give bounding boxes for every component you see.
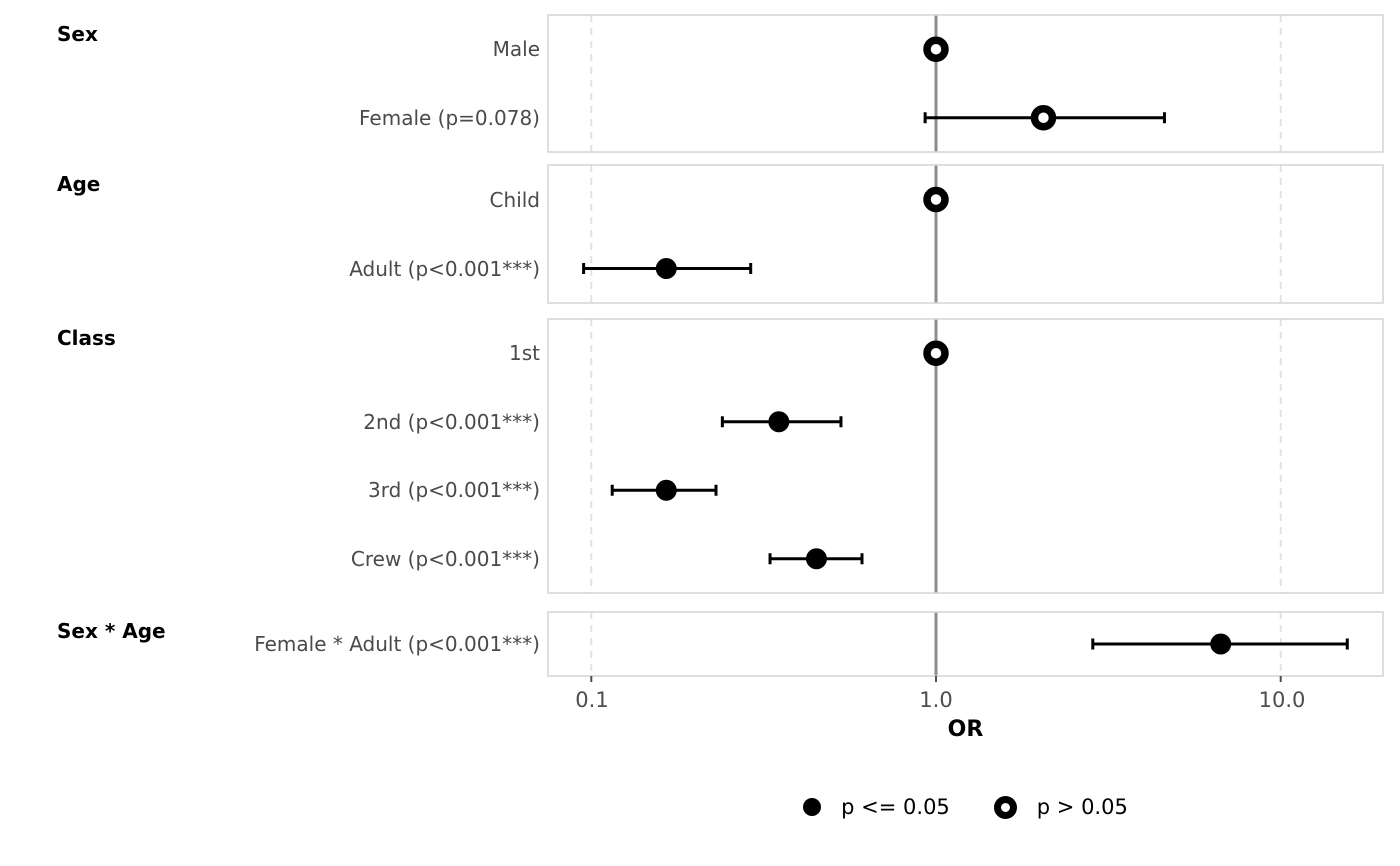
point-open-circle — [923, 36, 949, 62]
panel-border — [547, 318, 1384, 594]
legend-label: p > 0.05 — [1036, 795, 1128, 819]
x-tick-label-0.1: 0.1 — [575, 688, 609, 712]
row-label: Female * Adult (p<0.001***) — [254, 632, 540, 656]
legend-label: p <= 0.05 — [841, 795, 950, 819]
point-filled-circle — [805, 548, 827, 570]
group-header: Sex * Age — [57, 619, 166, 643]
panel-border — [547, 611, 1384, 677]
row-label: 3rd (p<0.001***) — [368, 478, 540, 503]
panel-border — [547, 164, 1384, 304]
row-label: Male — [492, 37, 540, 62]
point-filled-circle — [655, 479, 677, 501]
panel-border — [547, 14, 1384, 153]
filled-circle-icon — [803, 798, 822, 816]
group-header: Sex — [57, 22, 98, 46]
point-filled-circle — [655, 258, 677, 279]
point-filled-circle — [1210, 633, 1232, 655]
row-label: Female (p=0.078) — [359, 105, 540, 130]
point-open-circle — [923, 186, 949, 213]
group-header: Age — [57, 172, 101, 196]
point-open-circle — [923, 340, 949, 366]
point-filled-circle — [768, 411, 790, 433]
point-open-circle — [1030, 105, 1057, 131]
row-label: Crew (p<0.001***) — [350, 546, 540, 571]
row-label: 2nd (p<0.001***) — [363, 409, 540, 434]
x-axis-title: OR — [947, 717, 984, 742]
legend-item-significant: p <= 0.05 — [803, 795, 950, 819]
row-label: Child — [489, 187, 540, 212]
row-label: Adult (p<0.001***) — [349, 256, 540, 281]
legend: p <= 0.05 p > 0.05 — [548, 795, 1383, 819]
row-label: 1st — [509, 341, 540, 366]
group-header: Class — [57, 326, 116, 350]
x-tick-label-10.0: 10.0 — [1258, 688, 1306, 712]
open-circle-icon — [993, 795, 1017, 819]
x-tick-label-1.0: 1.0 — [919, 688, 953, 712]
legend-item-not-significant: p > 0.05 — [993, 795, 1128, 819]
